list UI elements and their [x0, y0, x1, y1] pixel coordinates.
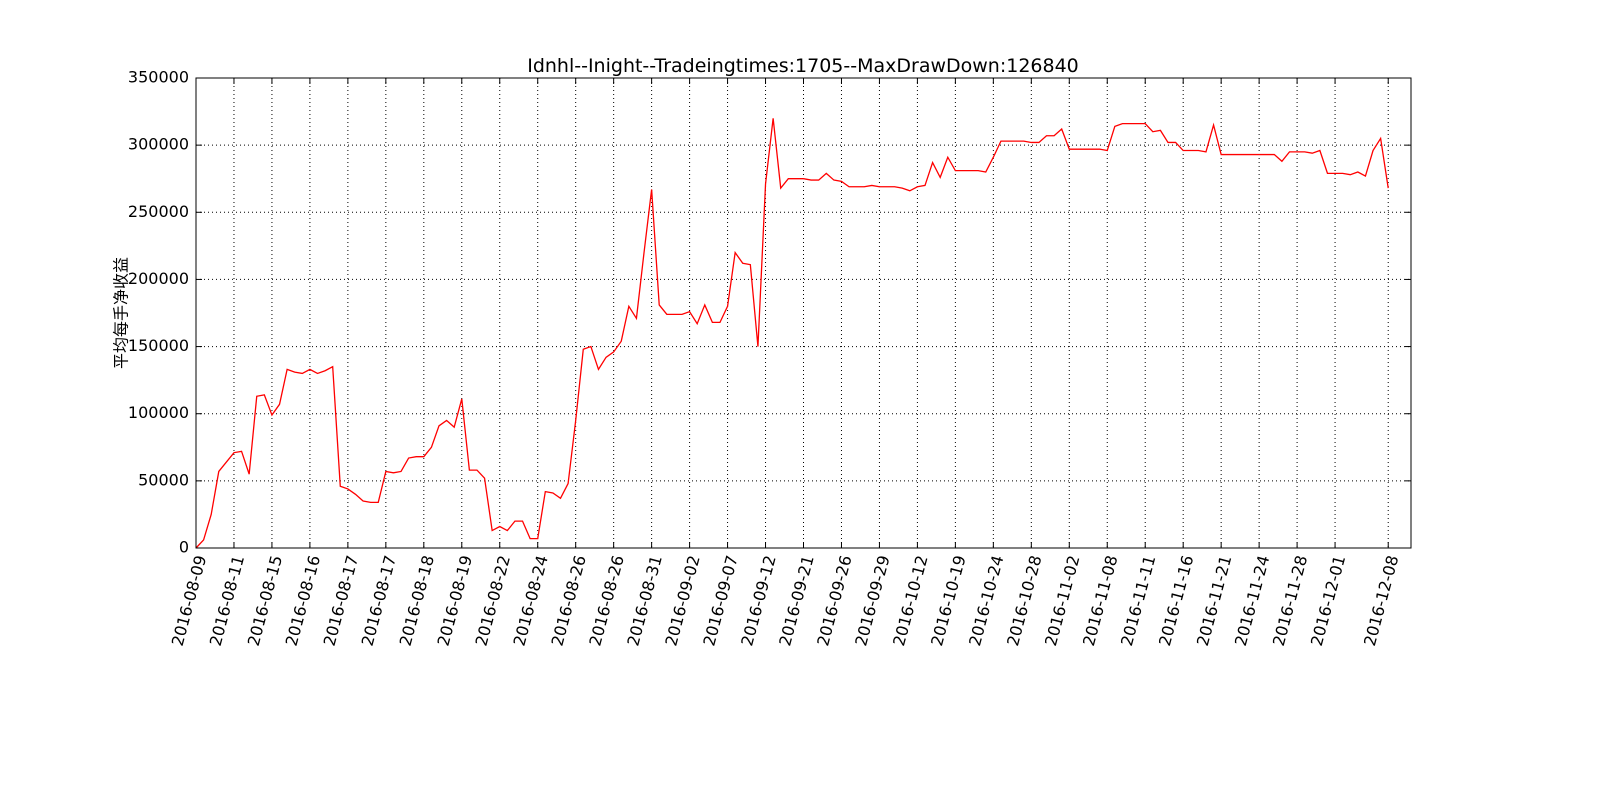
- x-tick-label: 2016-11-08: [1079, 553, 1121, 648]
- x-tick-label: 2016-08-15: [244, 553, 286, 648]
- y-tick-label: 300000: [128, 135, 189, 154]
- y-tick-label: 0: [179, 538, 189, 557]
- x-tick-label: 2016-12-08: [1360, 553, 1402, 648]
- x-tick-label: 2016-08-17: [320, 553, 362, 648]
- y-tick-label: 350000: [128, 68, 189, 87]
- data-line: [195, 118, 1389, 549]
- y-tick-label: 250000: [128, 202, 189, 221]
- x-tick-label: 2016-11-24: [1231, 553, 1273, 648]
- x-tick-label: 2016-08-26: [547, 553, 589, 648]
- y-axis-label: 平均每手净收益: [112, 257, 131, 369]
- x-tick-label: 2016-09-26: [813, 553, 855, 648]
- x-tick-label: 2016-08-22: [472, 553, 514, 648]
- x-tick-label: 2016-11-21: [1193, 553, 1235, 648]
- y-tick-label: 50000: [138, 470, 189, 489]
- plot-frame: [195, 77, 1412, 549]
- x-tick-label: 2016-08-09: [168, 553, 210, 648]
- x-tick-label: 2016-09-12: [737, 553, 779, 648]
- x-tick-label: 2016-10-24: [965, 553, 1007, 648]
- x-tick-label: 2016-12-01: [1307, 553, 1349, 648]
- x-tick-label: 2016-08-31: [623, 553, 665, 648]
- x-tick-label: 2016-10-12: [889, 553, 931, 648]
- x-tick-label: 2016-09-07: [699, 553, 741, 648]
- x-tick-label: 2016-11-02: [1041, 553, 1083, 648]
- y-tick-label: 100000: [128, 403, 189, 422]
- x-tick-label: 2016-08-11: [206, 553, 248, 648]
- x-tick-label: 2016-08-17: [358, 553, 400, 648]
- y-tick-label: 200000: [128, 269, 189, 288]
- x-tick-label: 2016-09-29: [851, 553, 893, 648]
- x-tick-label: 2016-08-26: [585, 553, 627, 648]
- x-tick-label: 2016-10-28: [1003, 553, 1045, 648]
- x-tick-label: 2016-11-11: [1117, 553, 1159, 648]
- x-tick-label: 2016-08-19: [434, 553, 476, 648]
- y-tick-label: 150000: [128, 336, 189, 355]
- chart-title: Idnhl--Inight--Tradeingtimes:1705--MaxDr…: [527, 55, 1079, 77]
- x-tick-label: 2016-10-19: [927, 553, 969, 648]
- x-tick-label: 2016-08-16: [282, 553, 324, 648]
- x-tick-label: 2016-08-18: [396, 553, 438, 648]
- x-tick-label: 2016-11-28: [1269, 553, 1311, 648]
- x-tick-label: 2016-09-02: [661, 553, 703, 648]
- x-tick-label: 2016-11-16: [1155, 553, 1197, 648]
- x-tick-label: 2016-09-21: [775, 553, 817, 648]
- x-tick-label: 2016-08-24: [510, 553, 552, 648]
